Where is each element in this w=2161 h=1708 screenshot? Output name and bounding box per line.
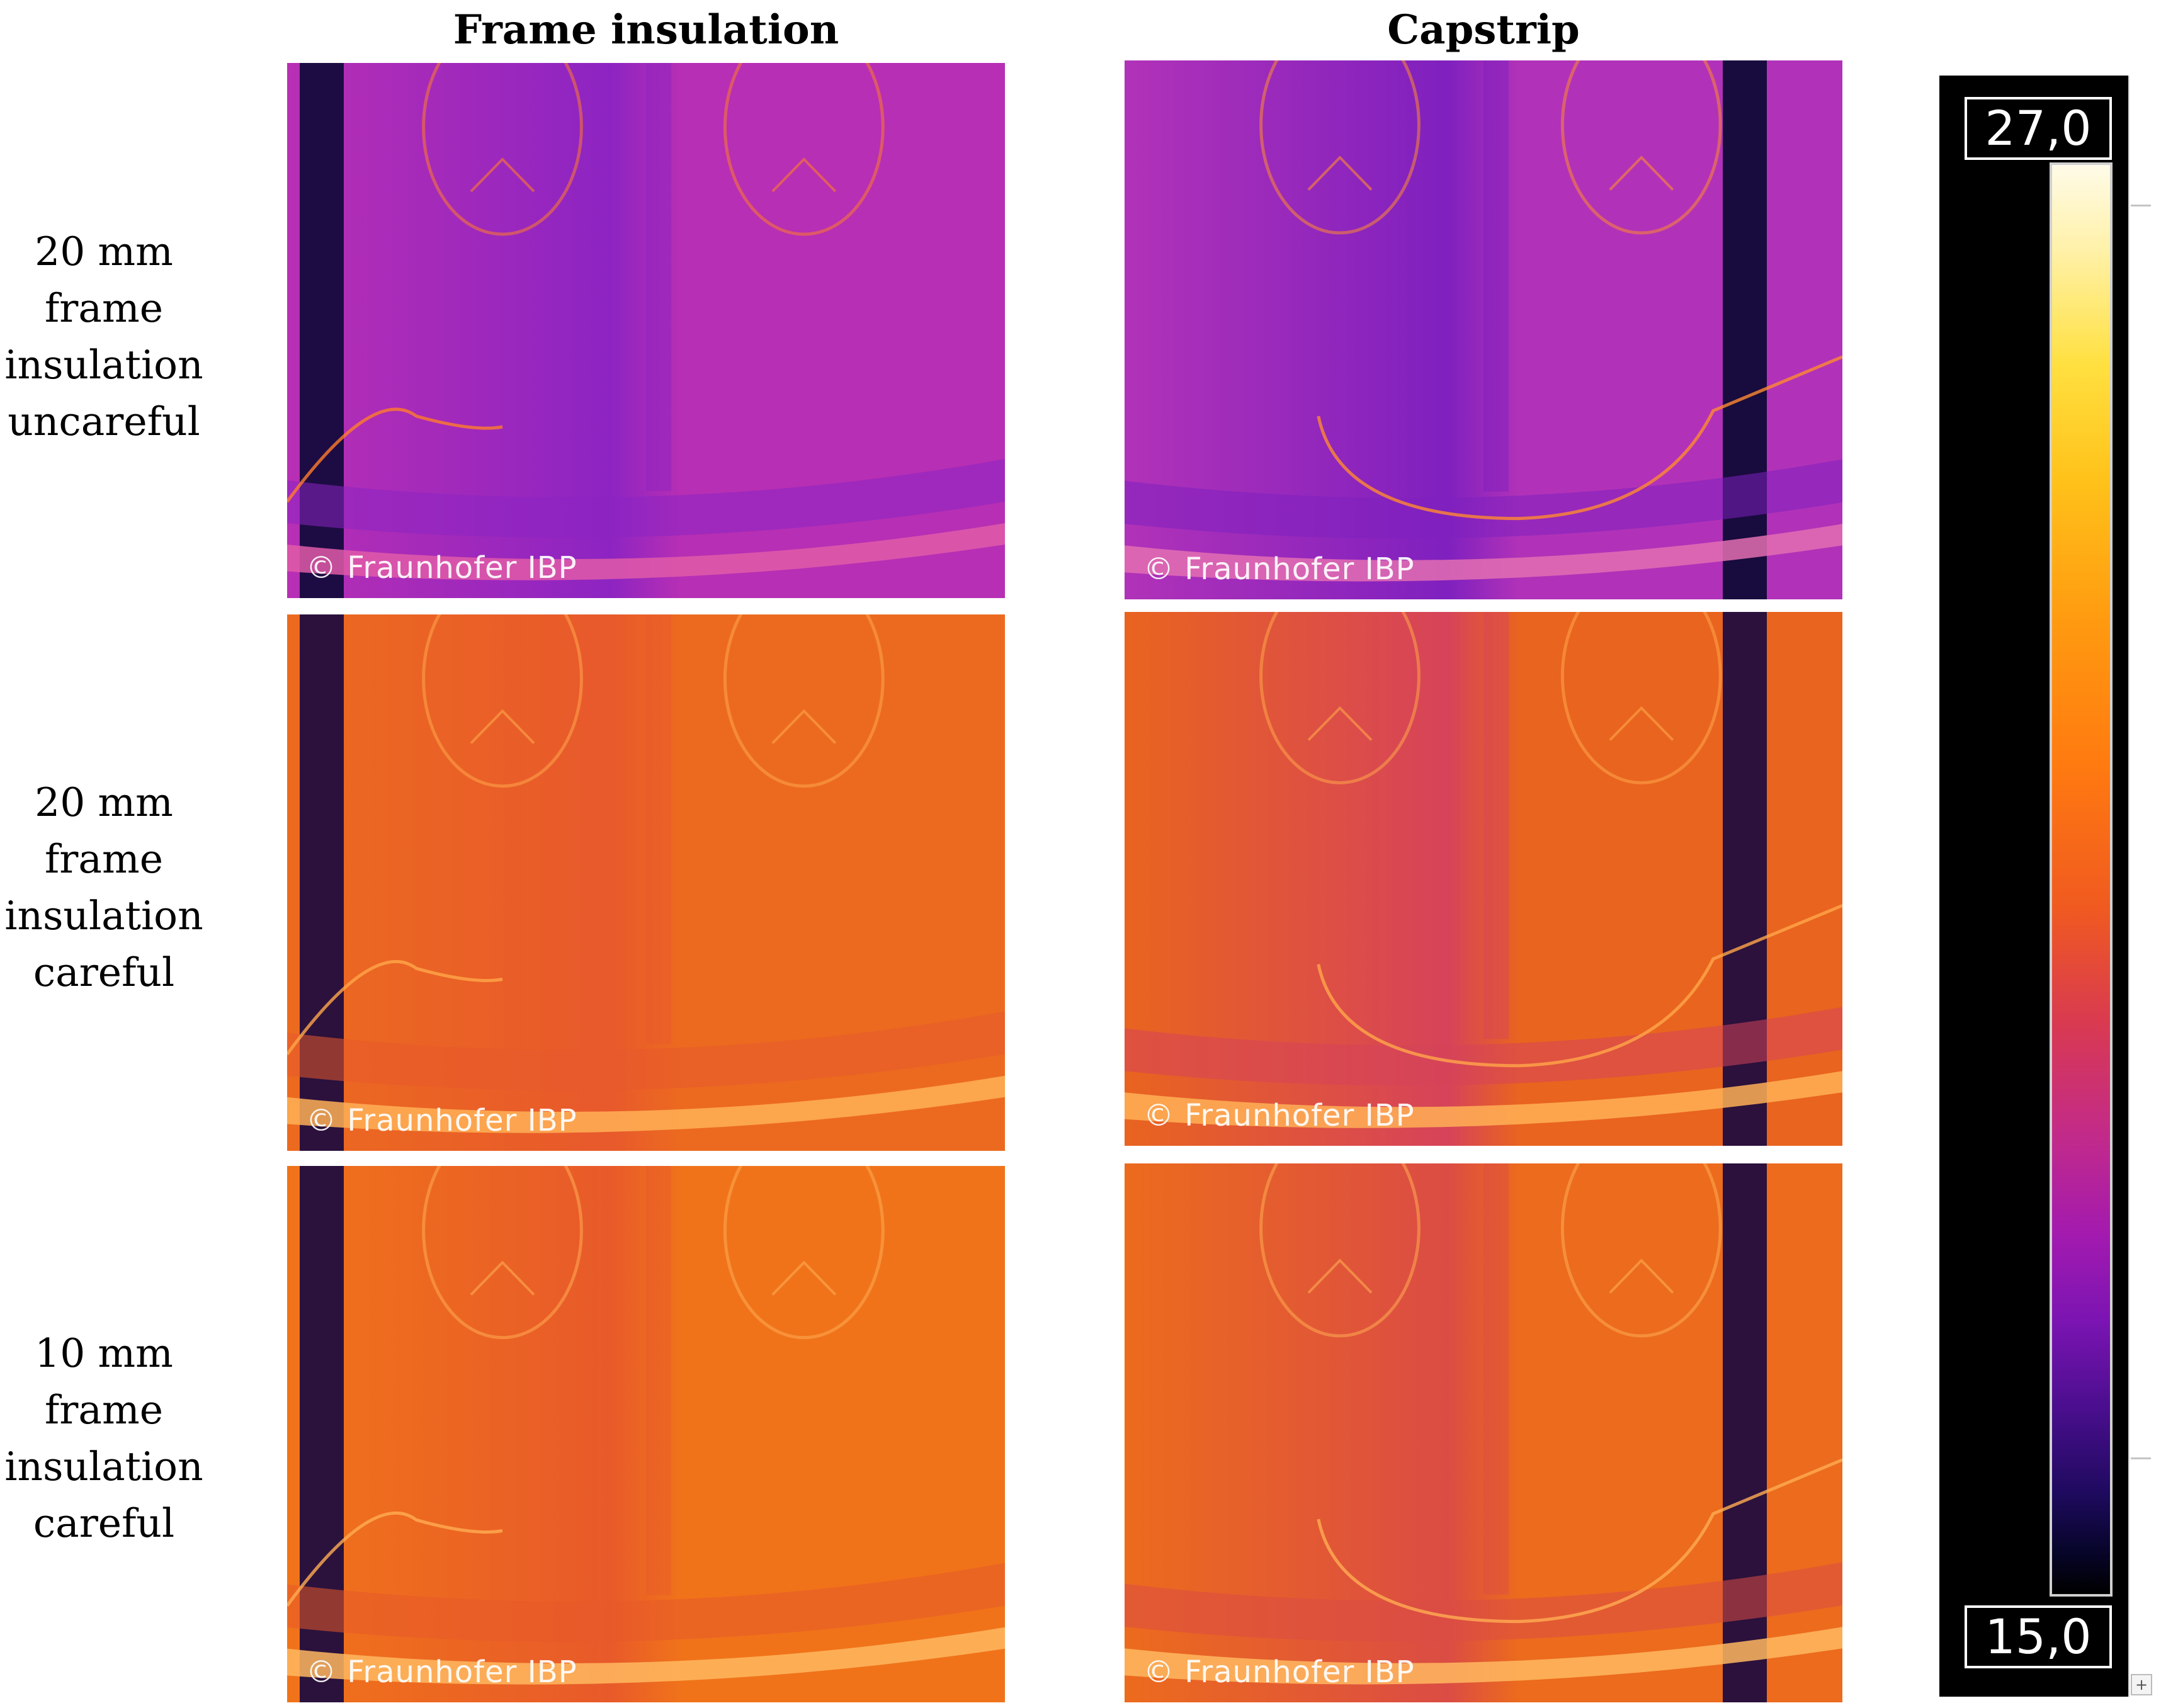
row-label-line: 10 mm	[35, 1330, 173, 1376]
row-label-20mm-uncareful: 20 mm frame insulation uncareful	[0, 223, 208, 450]
sill-strip	[287, 523, 1005, 580]
thermal-image-frame-uncareful: © Fraunhofer IBP	[287, 63, 1005, 598]
thermal-image-canvas	[287, 63, 1005, 598]
window-frame-mark	[470, 709, 535, 744]
cold-band	[1125, 1007, 1842, 1086]
cold-band	[287, 1011, 1005, 1090]
sill-strip	[287, 1627, 1005, 1685]
sensor-wire	[1317, 904, 1842, 1068]
row-label-line: careful	[33, 1500, 175, 1546]
window-frame-mark	[771, 709, 837, 744]
sill-strip	[1125, 1071, 1842, 1128]
row-label-line: uncareful	[8, 399, 200, 444]
thermal-image-frame-careful-10: © Fraunhofer IBP	[287, 1166, 1005, 1702]
window-outline	[723, 63, 885, 236]
window-frame-mark	[1307, 706, 1373, 741]
thermal-image-canvas	[1125, 1163, 1842, 1702]
window-frame-mark	[1609, 1258, 1674, 1294]
window-frame-mark	[470, 1260, 535, 1296]
sensor-wire	[287, 959, 503, 1056]
sill-strip	[1125, 524, 1842, 582]
window-frame-mark	[1307, 1258, 1373, 1294]
sill-strip	[1125, 1627, 1842, 1685]
thermal-image-canvas	[1125, 60, 1842, 599]
watermark: © Fraunhofer IBP	[306, 550, 577, 585]
sensor-wire	[1317, 1458, 1842, 1624]
row-label-line: 20 mm	[35, 779, 173, 825]
row-label-line: insulation	[4, 1444, 203, 1490]
row-label-line: 20 mm	[35, 229, 173, 274]
sill-strip	[287, 1075, 1005, 1133]
window-frame-mark	[771, 1260, 837, 1296]
row-label-20mm-careful: 20 mm frame insulation careful	[0, 774, 208, 1001]
thermal-image-capstrip-careful-20: © Fraunhofer IBP	[1125, 612, 1842, 1146]
cold-band	[287, 1563, 1005, 1642]
row-label-10mm-careful: 10 mm frame insulation careful	[0, 1325, 208, 1552]
window-frame-mark	[1307, 156, 1373, 191]
column-header-capstrip: Capstrip	[1387, 6, 1580, 54]
cold-band	[1125, 459, 1842, 539]
window-frame-mark	[771, 157, 837, 193]
window-outline	[422, 614, 583, 788]
color-gradient-bar	[2050, 162, 2113, 1597]
window-outline	[1259, 612, 1421, 784]
watermark: © Fraunhofer IBP	[1143, 1098, 1415, 1133]
window-outline	[723, 614, 885, 788]
window-outline	[422, 1166, 583, 1340]
vertical-seam	[1483, 1163, 1509, 1595]
scale-scrollbar[interactable]	[2128, 76, 2155, 1697]
cold-band	[287, 459, 1005, 538]
row-label-line: careful	[33, 949, 175, 995]
watermark: © Fraunhofer IBP	[1143, 1654, 1415, 1690]
vertical-seam	[646, 614, 671, 1044]
thermal-image-capstrip-uncareful: © Fraunhofer IBP	[1125, 60, 1842, 599]
temperature-scale: 27,0 15,0 +	[1939, 76, 2155, 1697]
watermark: © Fraunhofer IBP	[306, 1654, 577, 1690]
sensor-wire	[1317, 355, 1842, 521]
watermark: © Fraunhofer IBP	[306, 1103, 577, 1138]
sensor-wire	[287, 407, 503, 503]
thermal-image-canvas	[287, 1166, 1005, 1702]
thermal-image-canvas	[1125, 612, 1842, 1146]
window-frame-mark	[470, 157, 535, 193]
thermal-image-canvas	[287, 614, 1005, 1151]
scale-tick	[2131, 1457, 2151, 1459]
vertical-seam	[646, 1166, 671, 1595]
window-outline	[1560, 612, 1722, 784]
column-header-frame-insulation: Frame insulation	[453, 6, 839, 54]
window-outline	[1560, 60, 1722, 235]
zoom-plus-button[interactable]: +	[2131, 1674, 2152, 1695]
window-outline	[1259, 1163, 1421, 1338]
scale-tick	[2131, 205, 2151, 206]
window-outline	[723, 1166, 885, 1340]
scale-min-value: 15,0	[1965, 1605, 2112, 1668]
row-label-line: insulation	[4, 342, 203, 388]
row-label-line: frame	[44, 836, 163, 882]
row-label-line: frame	[44, 285, 163, 331]
thermal-image-capstrip-careful-10: © Fraunhofer IBP	[1125, 1163, 1842, 1702]
vertical-seam	[646, 63, 671, 491]
scale-max-value: 27,0	[1965, 97, 2112, 160]
vertical-seam	[1483, 60, 1509, 492]
row-label-line: insulation	[4, 893, 203, 939]
cold-band	[1125, 1562, 1842, 1642]
window-outline	[1259, 60, 1421, 235]
window-frame-mark	[1609, 706, 1674, 741]
window-outline	[422, 63, 583, 236]
window-frame-mark	[1609, 156, 1674, 191]
thermal-image-frame-careful-20: © Fraunhofer IBP	[287, 614, 1005, 1151]
watermark: © Fraunhofer IBP	[1143, 551, 1415, 587]
window-outline	[1560, 1163, 1722, 1338]
vertical-seam	[1483, 612, 1509, 1039]
sensor-wire	[287, 1511, 503, 1607]
row-label-line: frame	[44, 1387, 163, 1433]
